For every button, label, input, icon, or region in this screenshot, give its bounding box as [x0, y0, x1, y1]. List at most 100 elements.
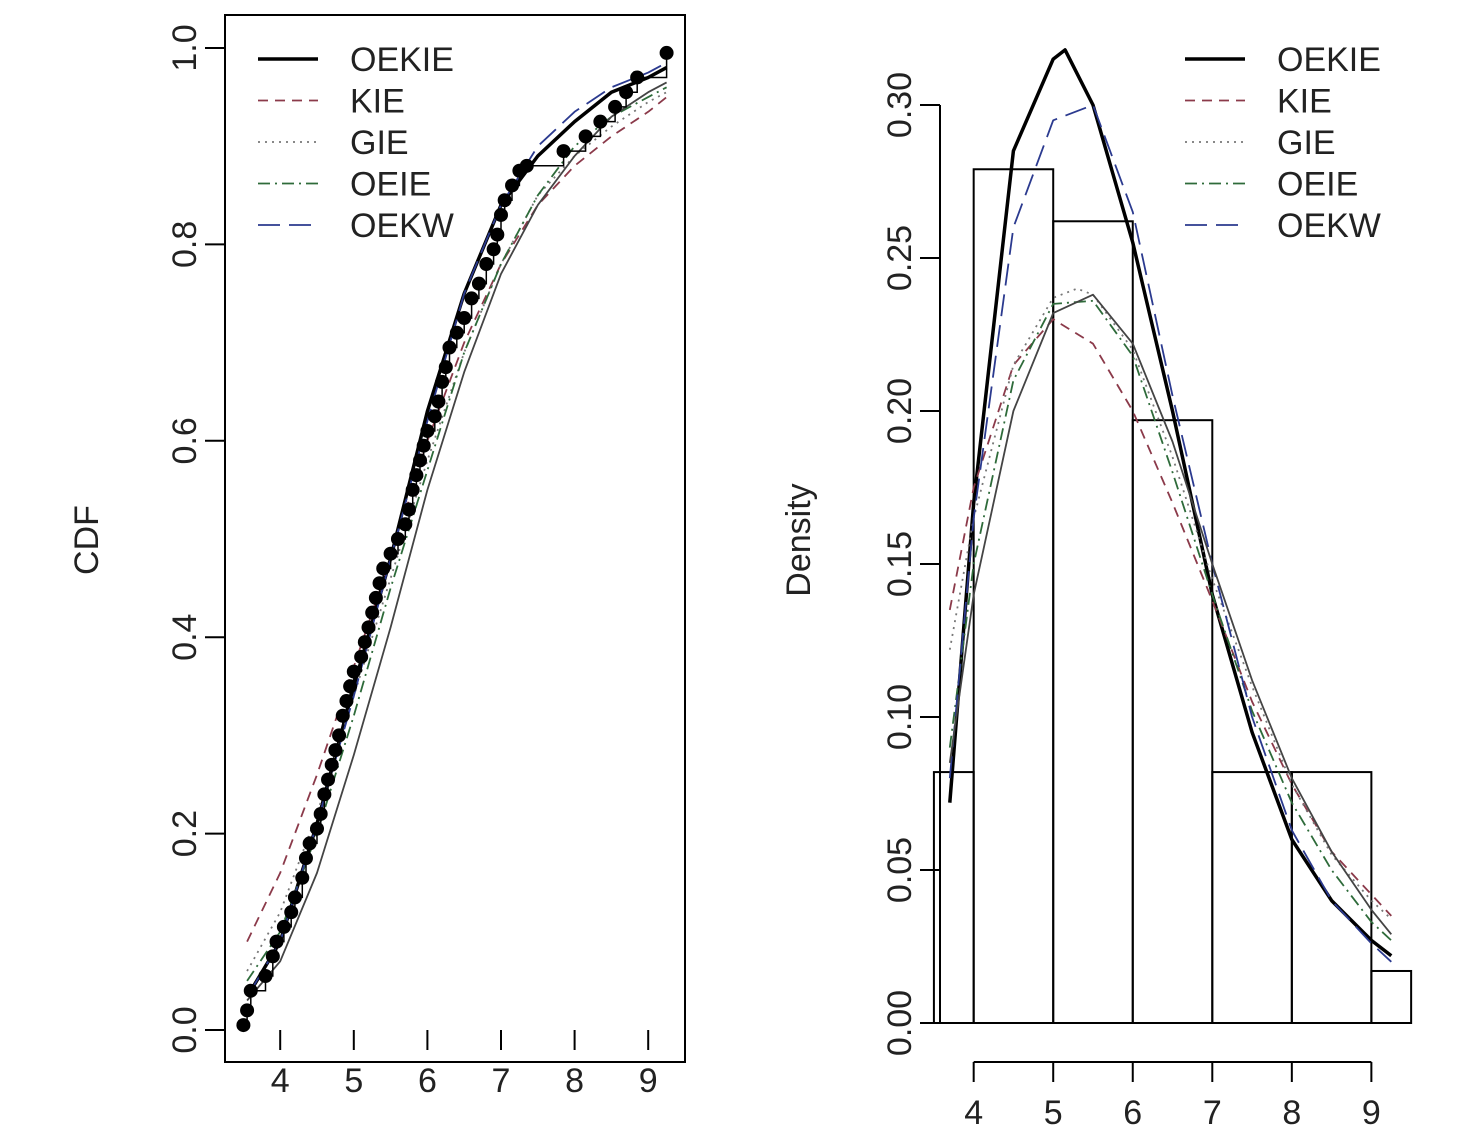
y-tick-label: 0.4	[166, 614, 204, 661]
curve-unlabeled	[948, 293, 1392, 935]
y-tick-label: 0.15	[881, 531, 919, 597]
cdf-y-axis-title: CDF	[68, 505, 106, 575]
empirical-point	[490, 227, 505, 242]
empirical-point	[276, 919, 291, 934]
x-tick-label: 4	[964, 1094, 983, 1132]
empirical-point	[368, 590, 383, 605]
empirical-point	[383, 546, 398, 561]
empirical-point	[298, 851, 313, 866]
empirical-point	[372, 576, 387, 591]
x-tick-label: 6	[1123, 1094, 1142, 1132]
y-tick-label: 0.8	[166, 221, 204, 268]
empirical-point	[284, 905, 299, 920]
legend-label-oeie: OEIE	[1277, 166, 1358, 204]
empirical-point	[497, 193, 512, 208]
histogram-bar	[1131, 419, 1214, 1024]
empirical-point	[593, 114, 608, 129]
density-histogram	[932, 168, 1413, 1025]
empirical-point	[321, 772, 336, 787]
empirical-point	[324, 757, 339, 772]
empirical-point	[431, 394, 446, 409]
legend-label-oekw: OEKW	[1277, 207, 1381, 245]
empirical-point	[236, 1018, 251, 1033]
empirical-point	[420, 423, 435, 438]
empirical-point	[240, 1003, 255, 1018]
empirical-point	[494, 207, 508, 222]
empirical-point	[354, 649, 369, 664]
x-tick-label: 8	[565, 1062, 584, 1100]
empirical-point	[376, 561, 391, 576]
legend-label-oeie: OEIE	[350, 166, 431, 204]
empirical-point	[365, 605, 380, 620]
cdf-plot-frame	[224, 14, 686, 1063]
x-tick-label: 7	[1203, 1094, 1222, 1132]
y-tick-label: 0.0	[166, 1006, 204, 1053]
curve-gie	[246, 91, 668, 972]
x-tick-label: 9	[639, 1062, 658, 1100]
empirical-point	[457, 311, 472, 326]
empirical-point	[464, 291, 479, 306]
empirical-point	[659, 45, 674, 60]
curve-kie	[246, 96, 668, 942]
histogram-bar	[1052, 220, 1134, 1024]
legend-label-oekie: OEKIE	[1277, 41, 1381, 79]
y-tick-label: 0.6	[166, 417, 204, 464]
legend-label-gie: GIE	[350, 124, 409, 162]
empirical-point	[413, 453, 428, 468]
empirical-point	[398, 517, 413, 532]
legend-label-kie: KIE	[1277, 83, 1332, 121]
empirical-point	[427, 409, 442, 424]
empirical-point	[302, 836, 317, 851]
histogram-bar	[1370, 969, 1413, 1024]
x-tick-label: 9	[1362, 1094, 1381, 1132]
y-tick-label: 0.2	[166, 810, 204, 857]
x-tick-label: 5	[344, 1062, 363, 1100]
y-tick-label: 0.10	[881, 684, 919, 750]
empirical-point	[265, 949, 280, 964]
x-tick-label: 6	[418, 1062, 437, 1100]
curve-unlabeled	[246, 81, 668, 1002]
empirical-point	[608, 99, 623, 114]
empirical-point	[295, 870, 310, 885]
empirical-point	[243, 983, 258, 998]
empirical-point	[519, 158, 534, 173]
empirical-point	[317, 787, 332, 802]
empirical-point	[505, 178, 520, 193]
empirical-point	[409, 468, 424, 483]
empirical-point	[405, 482, 420, 497]
empirical-point	[630, 70, 645, 85]
cdf-axes: 4 5 6 7 8 9 0.0 0.2 0.4 0.6 0.8 1.0	[166, 24, 658, 1100]
curve-oekw	[250, 61, 668, 992]
empirical-point	[438, 360, 453, 375]
empirical-point	[287, 890, 302, 905]
x-tick-label: 5	[1044, 1094, 1063, 1132]
y-tick-label: 0.20	[881, 378, 919, 444]
empirical-point	[361, 620, 376, 635]
empirical-point	[328, 743, 343, 758]
density-axes: 4 5 6 7 8 9 0.00 0.05 0.10 0.15 0.20 0.25 0.30	[881, 72, 1381, 1132]
empirical-point	[402, 502, 416, 517]
y-tick-label: 0.30	[881, 72, 919, 138]
empirical-point	[619, 85, 634, 100]
empirical-point	[258, 968, 273, 983]
empirical-point	[346, 664, 361, 679]
histogram-bar	[972, 168, 1055, 1024]
empirical-point	[578, 129, 593, 144]
empirical-point	[471, 276, 486, 291]
x-tick-label: 8	[1282, 1094, 1301, 1132]
legend-label-oekw: OEKW	[350, 207, 454, 245]
empirical-point	[449, 325, 464, 340]
y-tick-label: 0.00	[881, 990, 919, 1056]
empirical-point	[416, 438, 431, 453]
legend-label-kie: KIE	[350, 83, 405, 121]
density-curves	[948, 48, 1393, 963]
empirical-point	[339, 694, 354, 709]
empirical-point	[313, 806, 328, 821]
histogram-bar	[1290, 771, 1373, 1025]
empirical-point	[390, 532, 405, 546]
legend-label-oekie: OEKIE	[350, 41, 454, 79]
empirical-point	[332, 728, 347, 743]
curve-oeie	[948, 299, 1392, 942]
